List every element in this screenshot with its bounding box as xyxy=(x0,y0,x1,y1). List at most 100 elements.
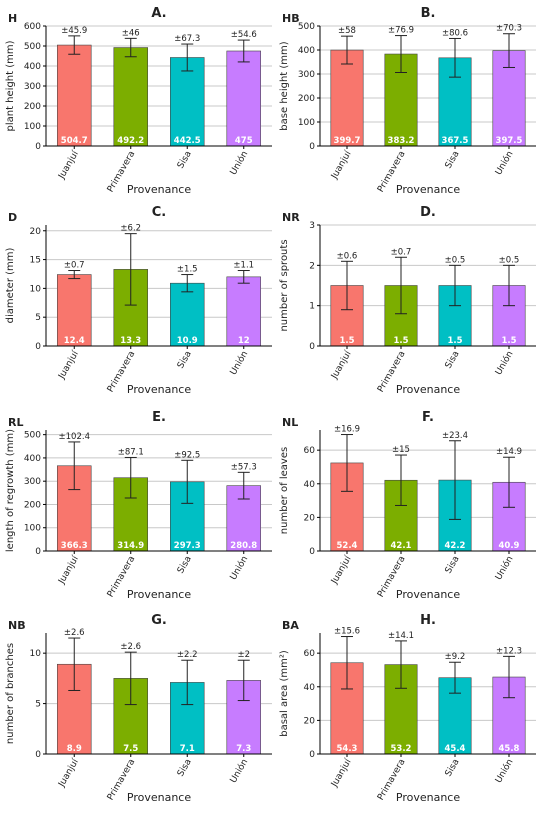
y-tick-label: 200 xyxy=(24,102,41,112)
value-label: 7.5 xyxy=(123,744,138,754)
error-label: ±1.1 xyxy=(233,261,254,271)
error-label: ±2.2 xyxy=(177,650,198,660)
x-tick-label: Sisa xyxy=(444,758,462,779)
value-label: 397.5 xyxy=(496,136,523,146)
panel-code: BA xyxy=(282,619,299,632)
value-label: 42.2 xyxy=(445,541,466,551)
error-label: ±92.5 xyxy=(174,450,200,460)
x-tick-label: Juanjuí xyxy=(329,349,354,382)
x-tick-label: Juanjuí xyxy=(57,757,82,790)
x-tick-label: Unión xyxy=(493,757,516,785)
y-tick-label: 20 xyxy=(304,716,316,726)
error-label: ±15 xyxy=(392,445,410,455)
y-tick-label: 400 xyxy=(298,46,315,56)
error-label: ±58 xyxy=(338,26,356,36)
y-tick-label: 500 xyxy=(24,431,41,441)
x-tick-label: Sisa xyxy=(444,555,462,576)
error-label: ±12.3 xyxy=(496,646,522,656)
value-label: 367.5 xyxy=(442,136,469,146)
y-axis-label: plant height (mm) xyxy=(5,40,16,131)
error-label: ±76.9 xyxy=(388,26,414,36)
value-label: 314.9 xyxy=(117,541,144,551)
y-tick-label: 400 xyxy=(24,454,41,464)
value-label: 442.5 xyxy=(174,136,201,146)
x-axis-label: Provenance xyxy=(396,383,460,396)
x-axis-label: Provenance xyxy=(127,183,191,196)
y-tick-label: 40 xyxy=(304,683,316,693)
error-label: ±102.4 xyxy=(59,432,90,442)
error-label: ±14.1 xyxy=(388,631,414,641)
error-label: ±6.2 xyxy=(120,224,141,234)
x-tick-label: Sisa xyxy=(444,150,462,171)
value-label: 53.2 xyxy=(391,744,412,754)
error-label: ±0.7 xyxy=(64,261,85,271)
value-label: 7.3 xyxy=(236,744,251,754)
x-tick-label: Sisa xyxy=(176,350,194,371)
y-tick-label: 1 xyxy=(309,302,315,312)
value-label: 1.5 xyxy=(501,336,516,346)
y-tick-label: 100 xyxy=(24,524,41,534)
error-label: ±87.1 xyxy=(118,447,144,457)
value-label: 492.2 xyxy=(117,136,144,146)
chart-panel-4: 0123±0.61.5Juanjuí±0.71.5Primavera±0.51.… xyxy=(279,205,536,396)
y-tick-label: 2 xyxy=(309,261,315,271)
y-tick-label: 0 xyxy=(309,547,315,557)
panel-code: H xyxy=(8,12,17,25)
x-tick-label: Juanjuí xyxy=(329,757,354,790)
y-tick-label: 0 xyxy=(35,750,41,760)
y-axis-label: basal area (mm²) xyxy=(279,650,290,737)
y-tick-label: 10 xyxy=(30,284,42,294)
x-axis-label: Provenance xyxy=(127,588,191,601)
x-tick-label: Juanjuí xyxy=(329,149,354,182)
value-label: 54.3 xyxy=(337,744,358,754)
chart-panel-8: 0204060±15.654.3Juanjuí±14.153.2Primaver… xyxy=(279,613,536,804)
error-label: ±57.3 xyxy=(231,462,257,472)
error-label: ±80.6 xyxy=(442,28,468,38)
panel-code: NL xyxy=(282,416,298,429)
y-tick-label: 5 xyxy=(35,700,41,710)
y-tick-label: 300 xyxy=(24,82,41,92)
error-label: ±23.4 xyxy=(442,431,468,441)
y-tick-label: 3 xyxy=(309,221,315,231)
value-label: 8.9 xyxy=(67,744,82,754)
chart-panel-5: 0 100 200 300 400 500 ±102.4 366.3 Juanjuí ±87.1 3… xyxy=(5,410,272,601)
y-tick-label: 60 xyxy=(304,649,316,659)
chart-panel-1: 0 100 200 300 400 500 600 ±45.9 504.7 Juanjuí ±46 4… xyxy=(5,6,272,196)
y-tick-label: 0 xyxy=(309,750,315,760)
chart-panel-2: 0 100 200 300 400 500 ±58 399.7 Juanjuí ±76.9 383.… xyxy=(279,6,536,196)
value-label: 1.5 xyxy=(447,336,462,346)
y-tick-label: 15 xyxy=(30,256,41,266)
value-label: 13.3 xyxy=(120,336,141,346)
x-tick-label: Unión xyxy=(228,554,251,582)
chart-panel-6: 0204060±16.952.4Juanjuí±1542.1Primavera±… xyxy=(279,410,536,601)
value-label: 10.9 xyxy=(177,336,198,346)
panel-letter: F. xyxy=(422,410,434,425)
panel-letter: H. xyxy=(420,613,436,628)
value-label: 12.4 xyxy=(64,336,85,346)
x-tick-label: Sisa xyxy=(176,758,194,779)
value-label: 52.4 xyxy=(337,541,358,551)
y-tick-label: 0 xyxy=(35,142,41,152)
y-tick-label: 0 xyxy=(309,342,315,352)
y-tick-label: 400 xyxy=(24,62,41,72)
x-axis-label: Provenance xyxy=(396,791,460,804)
error-label: ±2 xyxy=(237,650,250,660)
error-label: ±2.6 xyxy=(64,628,85,638)
value-label: 45.8 xyxy=(499,744,520,754)
error-label: ±0.7 xyxy=(391,247,412,257)
error-label: ±16.9 xyxy=(334,425,360,435)
x-axis-label: Provenance xyxy=(127,791,191,804)
y-axis-label: number of sprouts xyxy=(279,239,290,331)
panel-code: RL xyxy=(8,416,23,429)
y-axis-label: length of regrowth (mm) xyxy=(5,429,16,552)
value-label: 399.7 xyxy=(334,136,361,146)
x-tick-label: Sisa xyxy=(444,350,462,371)
y-tick-label: 500 xyxy=(24,42,41,52)
y-tick-label: 300 xyxy=(24,477,41,487)
error-label: ±1.5 xyxy=(177,265,198,275)
x-axis-label: Provenance xyxy=(396,588,460,601)
y-axis-label: base height (mm) xyxy=(279,41,290,130)
error-label: ±45.9 xyxy=(61,26,87,36)
